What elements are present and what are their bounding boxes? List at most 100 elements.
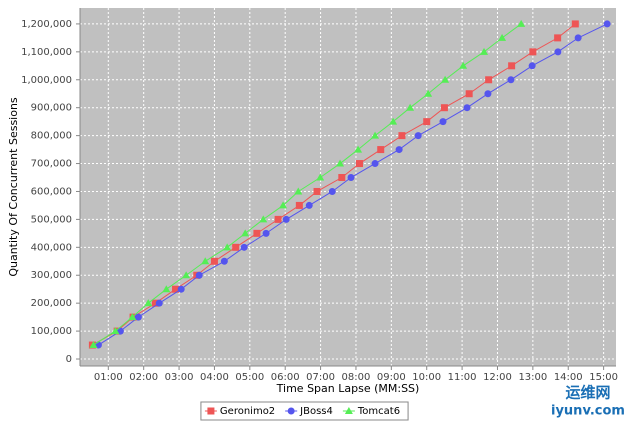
marker	[144, 299, 153, 307]
marker	[223, 243, 232, 251]
x-tick-label: 11:00	[448, 372, 477, 383]
marker	[259, 215, 268, 223]
x-tick-label: 02:00	[129, 372, 158, 383]
marker	[305, 201, 313, 209]
marker	[220, 257, 228, 265]
marker	[282, 215, 290, 223]
x-tick-label: 12:00	[483, 372, 512, 383]
marker	[603, 20, 611, 28]
series-line	[98, 23, 608, 346]
marker	[459, 61, 468, 69]
y-tick-label: 100,000	[31, 326, 72, 337]
x-tick-label: 14:00	[554, 372, 583, 383]
marker	[177, 285, 185, 293]
marker	[528, 62, 536, 70]
marker	[328, 187, 336, 195]
watermark: iyunv.com	[551, 404, 625, 419]
x-tick-label: 01:00	[94, 372, 123, 383]
y-tick-label: 1,100,000	[21, 47, 72, 58]
marker	[508, 62, 516, 70]
x-tick-label: 07:00	[306, 372, 335, 383]
marker	[423, 118, 431, 126]
marker	[571, 20, 579, 28]
marker	[485, 76, 493, 84]
marker	[274, 215, 282, 223]
y-tick-label: 800,000	[31, 131, 72, 142]
marker	[354, 145, 363, 153]
x-axis-title: Time Span Lapse (MM:SS)	[276, 382, 420, 395]
x-tick-label: 08:00	[342, 372, 371, 383]
marker	[210, 257, 218, 265]
legend-item: Tomcat6	[342, 406, 400, 417]
marker	[201, 257, 210, 265]
marker	[232, 243, 240, 251]
marker	[134, 313, 142, 321]
marker	[338, 174, 346, 182]
marker	[371, 131, 380, 139]
legend-label: JBoss4	[299, 406, 333, 417]
marker	[253, 229, 261, 237]
y-tick-label: 500,000	[31, 214, 72, 225]
marker	[355, 160, 363, 168]
marker	[398, 132, 406, 140]
y-tick-label: 600,000	[31, 186, 72, 197]
marker	[295, 201, 303, 209]
y-axis-title: Quantity Of Concurrent Sessions	[7, 97, 20, 277]
marker	[406, 103, 415, 111]
marker	[389, 117, 398, 125]
marker	[111, 327, 120, 335]
x-tick-label: 05:00	[235, 372, 264, 383]
marker	[155, 299, 163, 307]
y-tick-label: 900,000	[31, 103, 72, 114]
marker	[465, 90, 473, 98]
watermark: 运维网	[565, 384, 610, 402]
y-tick-label: 1,000,000	[21, 75, 72, 86]
marker	[316, 173, 325, 181]
y-tick-label: 300,000	[31, 270, 72, 281]
marker	[574, 34, 582, 42]
marker	[554, 34, 562, 42]
x-tick-label: 13:00	[518, 372, 547, 383]
marker	[480, 47, 489, 55]
marker	[529, 48, 537, 56]
marker	[207, 407, 215, 415]
marker	[313, 187, 321, 195]
y-tick-label: 1,200,000	[21, 19, 72, 30]
marker	[287, 407, 295, 415]
marker	[414, 132, 422, 140]
y-tick-label: 400,000	[31, 242, 72, 253]
marker	[441, 75, 450, 83]
marker	[195, 271, 203, 279]
legend-label: Geronimo2	[220, 406, 275, 417]
marker	[484, 90, 492, 98]
legend-label: Tomcat6	[357, 406, 400, 417]
marker	[240, 243, 248, 251]
marker	[498, 33, 507, 41]
legend-item: JBoss4	[285, 406, 333, 417]
marker	[347, 174, 355, 182]
marker	[262, 229, 270, 237]
marker	[507, 76, 515, 84]
plot-area	[80, 8, 616, 366]
x-tick-label: 04:00	[200, 372, 229, 383]
y-tick-label: 200,000	[31, 298, 72, 309]
x-tick-label: 15:00	[589, 372, 618, 383]
marker	[517, 19, 526, 27]
marker	[371, 160, 379, 168]
marker	[241, 229, 250, 237]
x-tick-label: 10:00	[412, 372, 441, 383]
x-tick-label: 09:00	[377, 372, 406, 383]
marker	[463, 104, 471, 112]
marker	[162, 285, 171, 293]
y-tick-label: 700,000	[31, 159, 72, 170]
marker	[279, 201, 288, 209]
legend-item: Geronimo2	[204, 406, 275, 417]
marker	[182, 271, 191, 279]
marker	[424, 89, 433, 97]
marker	[554, 48, 562, 56]
marker	[344, 407, 353, 414]
legend-box	[200, 401, 409, 421]
marker	[439, 118, 447, 126]
marker	[128, 313, 137, 321]
y-tick-label: 0	[66, 354, 72, 365]
